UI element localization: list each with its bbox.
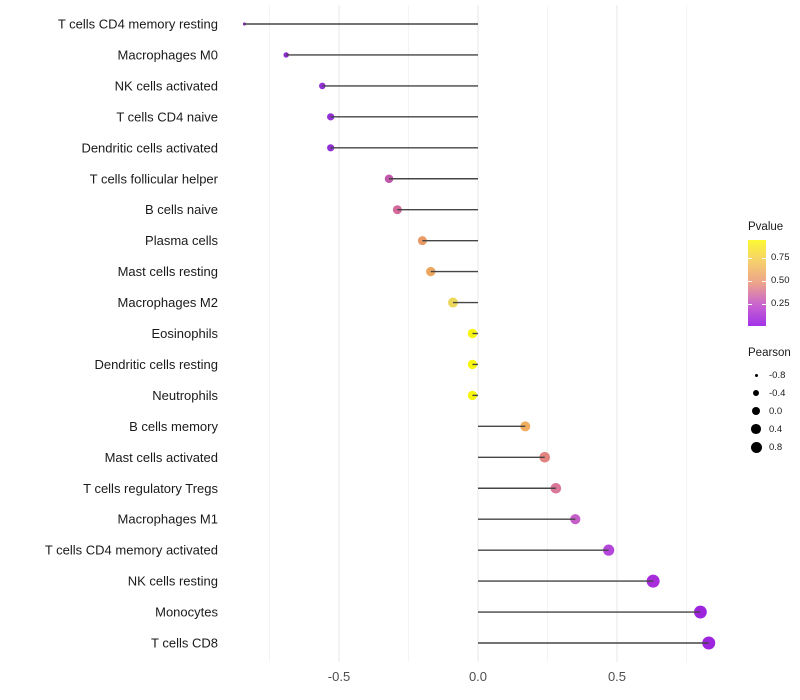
y-axis-label: NK cells resting [128,574,218,589]
pearson-legend-label: 0.8 [769,441,783,453]
pearson-legend-dot [751,424,761,434]
y-axis-label: Monocytes [155,605,218,620]
y-axis-label: Dendritic cells resting [94,357,218,372]
pearson-legend-item: 0.8 [748,438,800,456]
x-axis-tick-label: 0.0 [469,669,487,684]
y-axis-label: B cells memory [129,419,218,434]
pearson-legend-label: 0.4 [769,423,783,435]
colorbar-tick [762,281,766,282]
colorbar-tick [762,258,766,259]
y-axis-label: Macrophages M1 [118,512,218,527]
pearson-legend-label: -0.4 [769,387,786,399]
pvalue-tick-label: 0.25 [771,298,790,309]
colorbar-tick [762,304,766,305]
y-axis-label: T cells CD4 memory resting [58,17,218,32]
y-axis-label: Neutrophils [152,388,218,403]
y-axis-label: NK cells activated [115,78,218,93]
legend-panel: Pvalue 0.75 0.50 0.25 Pearson -0.8 -0.4 … [740,221,800,456]
y-axis-label: Mast cells activated [105,450,218,465]
y-axis-label: T cells CD4 naive [116,109,218,124]
pvalue-tick-label: 0.75 [771,252,790,263]
colorbar-tick [748,258,752,259]
y-axis-label: Macrophages M0 [118,47,218,62]
pvalue-colorbar [748,240,766,326]
pearson-legend-item: 0.4 [748,420,800,438]
x-axis-tick-label: -0.5 [328,669,350,684]
colorbar-tick [748,304,752,305]
pearson-legend-dot [753,390,759,396]
pvalue-colorbar-wrap: 0.75 0.50 0.25 [748,240,790,326]
pearson-legend-item: 0.0 [748,402,800,420]
y-axis-label: T cells follicular helper [90,171,219,186]
pearson-legend-dot [750,441,762,453]
pvalue-legend-title: Pvalue [748,221,784,233]
y-axis-label: B cells naive [145,202,218,217]
lollipop-dot [603,544,615,556]
pvalue-tick-label: 0.50 [771,275,790,286]
x-axis-tick-label: 0.5 [608,669,626,684]
pearson-legend-title: Pearson [748,347,791,359]
pearson-legend-label: 0.0 [769,405,783,417]
pearson-legend-dot [752,407,760,415]
y-axis-label: Plasma cells [145,233,218,248]
y-axis-label: T cells CD8 [151,636,218,651]
y-axis-label: T cells regulatory Tregs [83,481,218,496]
pearson-legend-label: -0.8 [769,369,786,381]
lollipop-dot [570,514,581,525]
colorbar-tick [748,281,752,282]
y-axis-label: Macrophages M2 [118,295,218,310]
pearson-legend-dot [754,373,758,377]
y-axis-label: Dendritic cells activated [81,140,218,155]
pearson-legend-item: -0.4 [748,384,800,402]
y-axis-label: T cells CD4 memory activated [45,543,218,558]
y-axis-label: Mast cells resting [118,264,218,279]
y-axis-label: Eosinophils [152,326,219,341]
pearson-legend-item: -0.8 [748,366,800,384]
